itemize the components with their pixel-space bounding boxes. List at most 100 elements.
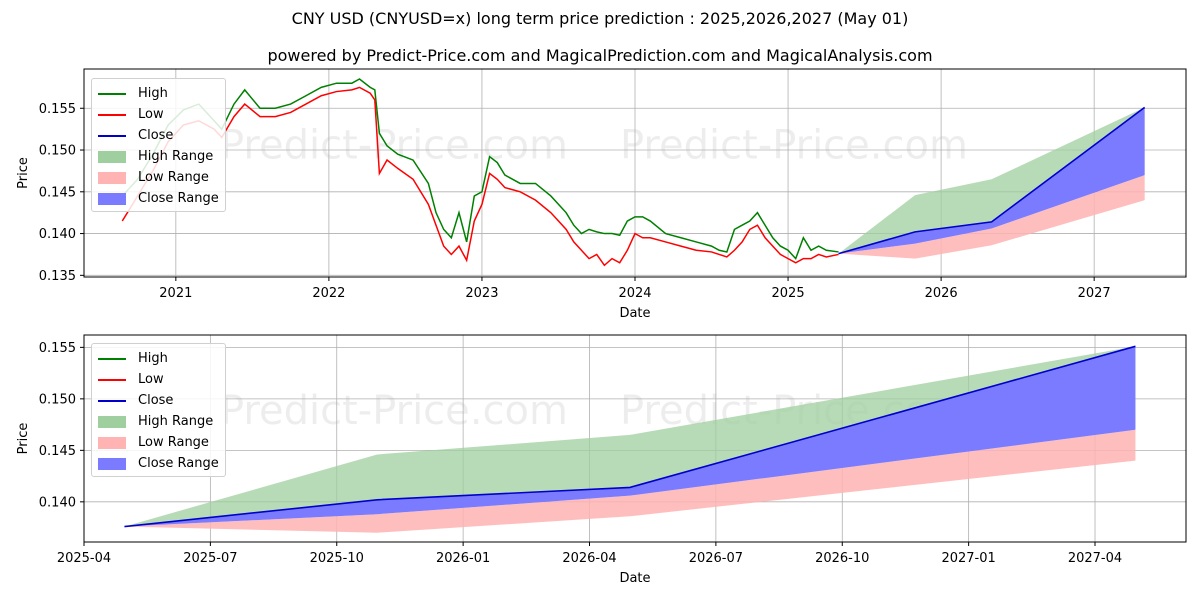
x-tick: 2025-04 [57,542,111,566]
legend-swatch [98,436,126,449]
low-range-area [838,175,1145,259]
high-series-line [121,78,839,261]
x-tick-label: 2025 [772,286,805,301]
x-tick-label: 2027 [1078,286,1111,301]
legend-label: Low [138,107,164,122]
x-tick-label: 2025-04 [57,551,111,566]
close-range-area [838,107,1145,254]
x-tick: 2023 [465,277,498,301]
x-tick-label: 2025-10 [310,551,364,566]
legend-label: Low Range [138,170,209,185]
legend-entry: High [98,83,219,104]
legend-entry: High Range [98,411,219,432]
y-tick: 0.150 [39,144,84,159]
legend-entry: High [98,348,219,369]
y-tick: 0.145 [39,185,84,200]
legend-entry: Close Range [98,453,219,474]
y-tick: 0.140 [39,227,84,242]
high-range-area [124,346,1136,527]
x-tick: 2025 [772,277,805,301]
legend-label: Low Range [138,435,209,450]
plot-panel-1: Predict-Price.comPredict-Price.com2025-0… [16,334,1187,586]
y-tick-label: 0.140 [39,227,76,242]
legend-top: High Low Close High Range Low Range Close Ran… [91,78,226,212]
y-tick-label: 0.150 [39,144,76,159]
x-tick: 2027 [1078,277,1111,301]
legend-label: Close [138,128,174,143]
x-tick-label: 2025-07 [183,551,237,566]
x-tick: 2022 [312,277,345,301]
y-tick-label: 0.135 [39,269,76,284]
close-series-line [124,345,1136,528]
x-tick: 2026-04 [562,542,617,566]
x-tick-label: 2026 [925,286,958,301]
x-tick: 2026-10 [815,542,869,566]
legend-swatch [98,457,126,470]
x-axis-label: Date [619,571,650,586]
legend-entry: Low Range [98,432,219,453]
x-tick: 2025-10 [310,542,364,566]
x-tick-label: 2027-01 [941,551,995,566]
y-tick-label: 0.145 [39,444,76,459]
legend-label: High [138,351,168,366]
x-tick: 2025-07 [183,542,238,566]
legend-entry: Close Range [98,188,219,209]
legend-swatch [98,171,126,184]
x-tick: 2027-01 [941,542,996,566]
y-tick: 0.140 [39,495,84,510]
legend-entry: Low Range [98,167,219,188]
legend-label: High [138,86,168,101]
legend-swatch [98,134,126,137]
y-tick-label: 0.145 [39,185,76,200]
x-tick-label: 2021 [159,286,192,301]
y-tick: 0.155 [39,102,84,117]
y-tick: 0.145 [39,444,84,459]
x-tick-label: 2024 [618,286,651,301]
close-series-line [838,106,1146,255]
plot-panel-0: Predict-Price.com Predict-Price.com 2021 20… [16,68,1187,321]
x-tick-label: 2022 [312,286,345,301]
legend-entry: Low [98,104,219,125]
watermark-text: Predict-Price.com [220,122,568,168]
chart-title: CNY USD (CNYUSD=x) long term price predi… [291,9,909,28]
legend-entry: Low [98,369,219,390]
legend-label: Close Range [138,456,219,471]
legend-label: High Range [138,149,214,164]
legend-label: Close Range [138,191,219,206]
y-tick-label: 0.155 [39,102,76,117]
x-tick-label: 2026-10 [815,551,869,566]
legend-swatch [98,378,126,381]
x-tick: 2026-07 [689,542,743,566]
legend-swatch [98,150,126,163]
low-series-line [121,86,839,267]
y-tick-label: 0.150 [39,392,76,407]
legend-bottom: High Low Close High Range Low Range Close Ran… [91,343,226,477]
x-tick: 2026 [925,277,958,301]
legend-swatch [98,192,126,205]
legend-swatch [98,415,126,428]
high-range-area [838,107,1145,254]
watermark-text: Predict-Price.com [620,122,968,168]
legend-swatch [98,113,126,116]
watermark-text: Predict-Price.com [220,388,568,434]
legend-label: Close [138,393,174,408]
y-axis-label: Price [16,157,31,189]
y-tick-label: 0.155 [39,341,76,356]
legend-label: High Range [138,414,214,429]
x-tick-label: 2026-04 [562,551,616,566]
y-tick-label: 0.140 [39,495,76,510]
low-range-area [124,429,1136,533]
legend-entry: Close [98,125,219,146]
x-tick-label: 2027-04 [1068,551,1122,566]
legend-swatch [98,357,126,360]
legend-swatch [98,399,126,402]
y-tick: 0.150 [39,392,84,407]
legend-swatch [98,92,126,95]
axes-frame [83,334,1187,543]
legend-entry: Close [98,390,219,411]
x-tick: 2024 [618,277,652,301]
y-tick: 0.135 [39,269,84,284]
y-tick: 0.155 [39,341,84,356]
x-tick: 2027-04 [1068,542,1122,566]
